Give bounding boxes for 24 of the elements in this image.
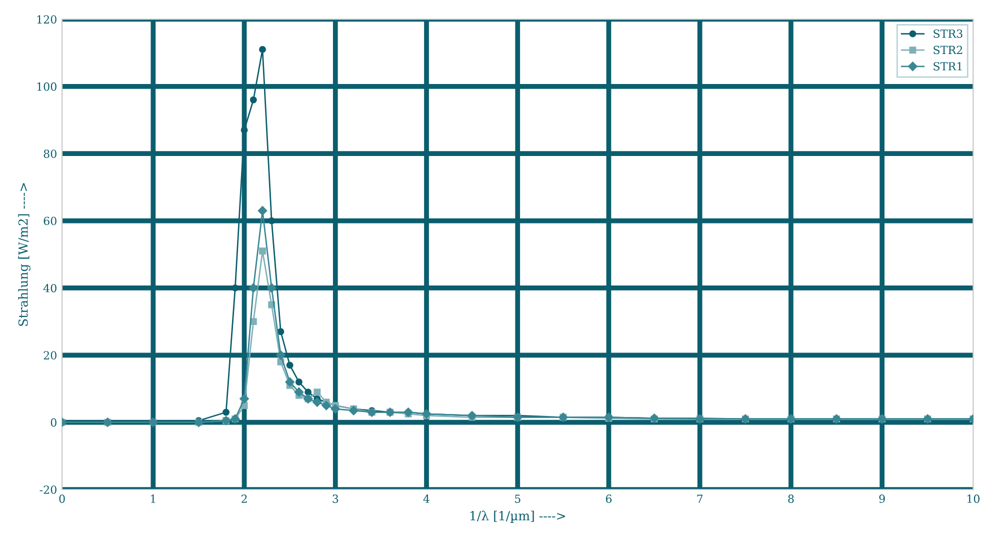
- x-tick-label: 10: [967, 494, 980, 503]
- y-axis-title: Strahlung [W/m2] ---->: [18, 183, 30, 326]
- y-tick-label: 0: [50, 418, 56, 427]
- x-tick-label: 4: [423, 494, 430, 503]
- x-tick-label: 3: [332, 494, 338, 503]
- y-tick-label: 40: [43, 284, 56, 292]
- x-axis-title: 1/λ [1/µm] ---->: [470, 510, 565, 523]
- legend-label: STR3: [934, 29, 962, 38]
- legend-label: STR1: [934, 62, 962, 70]
- y-tick-label: 60: [44, 216, 56, 226]
- x-tick-label: 6: [606, 494, 612, 503]
- x-tick-label: 9: [879, 494, 885, 503]
- x-tick-label: 8: [788, 494, 794, 503]
- y-tick-label: 20: [44, 351, 56, 360]
- y-tick-label: 100: [37, 82, 56, 91]
- x-tick-label: 5: [515, 494, 520, 503]
- x-tick-label: 7: [697, 494, 703, 503]
- x-tick-label: 0: [59, 494, 65, 503]
- y-tick-label: 80: [44, 150, 56, 158]
- x-tick-label: 2: [242, 494, 247, 503]
- legend-label: STR2: [934, 46, 962, 54]
- x-tick-label: 1: [150, 494, 156, 503]
- y-tick-label: 120: [37, 15, 56, 24]
- y-tick-label: -20: [40, 485, 56, 494]
